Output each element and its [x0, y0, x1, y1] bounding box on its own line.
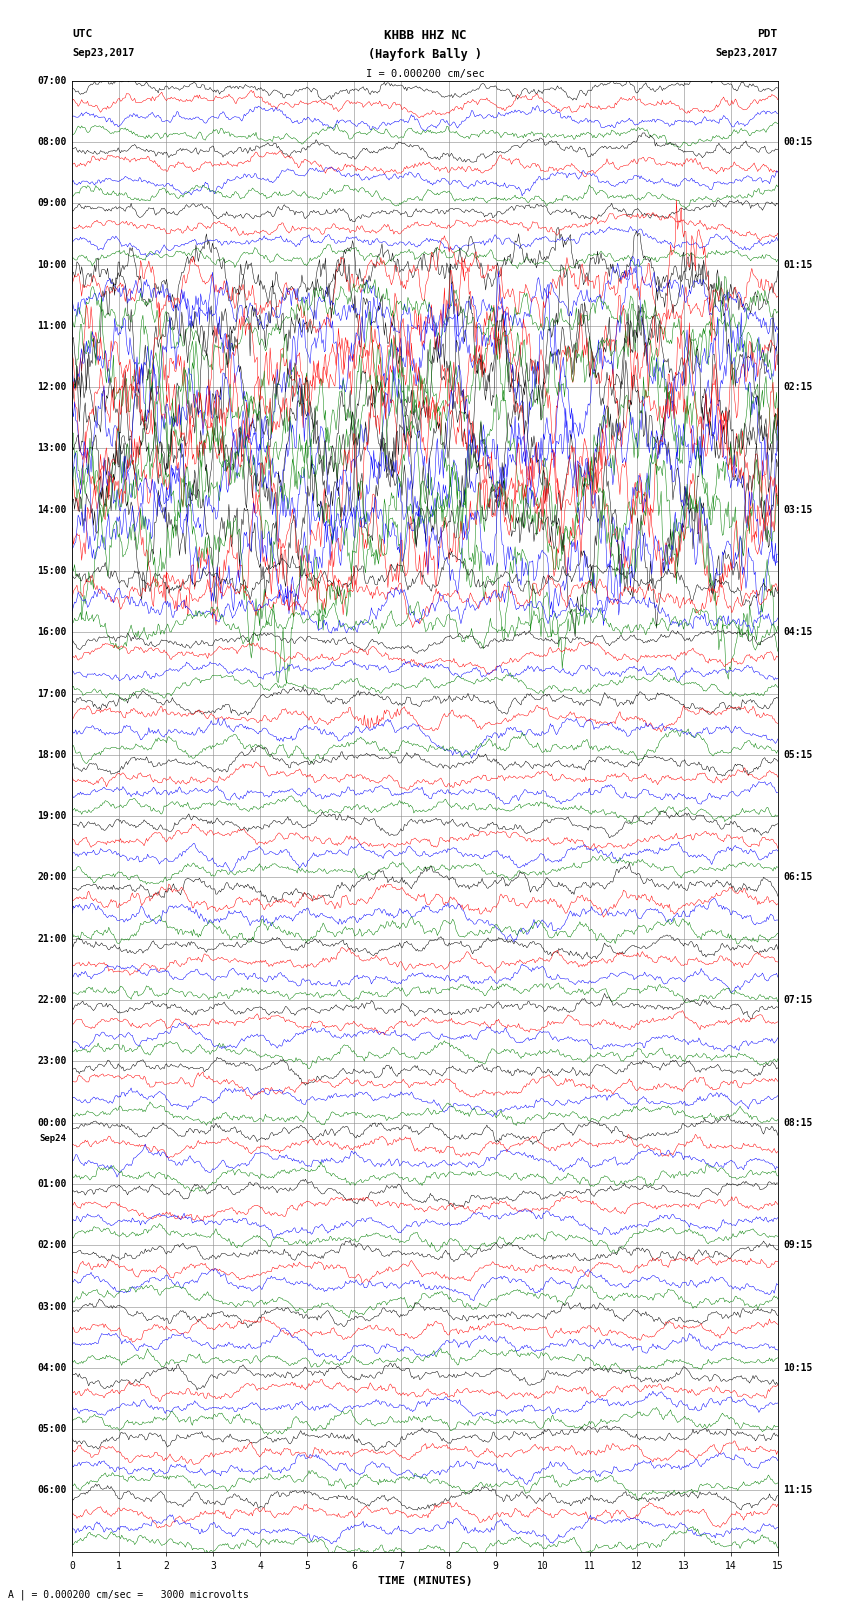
- Text: 07:00: 07:00: [37, 76, 66, 85]
- Text: 11:15: 11:15: [784, 1486, 813, 1495]
- Text: 00:15: 00:15: [784, 137, 813, 147]
- Text: 22:00: 22:00: [37, 995, 66, 1005]
- Text: 01:15: 01:15: [784, 260, 813, 269]
- Text: 16:00: 16:00: [37, 627, 66, 637]
- Text: 13:00: 13:00: [37, 444, 66, 453]
- Text: 10:15: 10:15: [784, 1363, 813, 1373]
- Text: A | = 0.000200 cm/sec =   3000 microvolts: A | = 0.000200 cm/sec = 3000 microvolts: [8, 1589, 249, 1600]
- Text: KHBB HHZ NC: KHBB HHZ NC: [383, 29, 467, 42]
- Text: 12:00: 12:00: [37, 382, 66, 392]
- Text: I = 0.000200 cm/sec: I = 0.000200 cm/sec: [366, 69, 484, 79]
- Text: 19:00: 19:00: [37, 811, 66, 821]
- Text: 02:00: 02:00: [37, 1240, 66, 1250]
- Text: 07:15: 07:15: [784, 995, 813, 1005]
- Text: 09:00: 09:00: [37, 198, 66, 208]
- Text: 04:00: 04:00: [37, 1363, 66, 1373]
- Text: 08:00: 08:00: [37, 137, 66, 147]
- Text: 15:00: 15:00: [37, 566, 66, 576]
- X-axis label: TIME (MINUTES): TIME (MINUTES): [377, 1576, 473, 1586]
- Text: 06:15: 06:15: [784, 873, 813, 882]
- Text: 08:15: 08:15: [784, 1118, 813, 1127]
- Text: 21:00: 21:00: [37, 934, 66, 944]
- Text: 03:15: 03:15: [784, 505, 813, 515]
- Text: 10:00: 10:00: [37, 260, 66, 269]
- Text: 14:00: 14:00: [37, 505, 66, 515]
- Text: 11:00: 11:00: [37, 321, 66, 331]
- Text: 00:00: 00:00: [37, 1118, 66, 1127]
- Text: Sep23,2017: Sep23,2017: [715, 48, 778, 58]
- Text: 23:00: 23:00: [37, 1057, 66, 1066]
- Text: Sep24: Sep24: [40, 1134, 66, 1142]
- Text: PDT: PDT: [757, 29, 778, 39]
- Text: 01:00: 01:00: [37, 1179, 66, 1189]
- Text: 05:15: 05:15: [784, 750, 813, 760]
- Text: UTC: UTC: [72, 29, 93, 39]
- Text: 18:00: 18:00: [37, 750, 66, 760]
- Text: 17:00: 17:00: [37, 689, 66, 698]
- Text: (Hayfork Bally ): (Hayfork Bally ): [368, 48, 482, 61]
- Text: 05:00: 05:00: [37, 1424, 66, 1434]
- Text: 04:15: 04:15: [784, 627, 813, 637]
- Text: 03:00: 03:00: [37, 1302, 66, 1311]
- Text: Sep23,2017: Sep23,2017: [72, 48, 135, 58]
- Text: 09:15: 09:15: [784, 1240, 813, 1250]
- Text: 06:00: 06:00: [37, 1486, 66, 1495]
- Text: 02:15: 02:15: [784, 382, 813, 392]
- Text: 20:00: 20:00: [37, 873, 66, 882]
